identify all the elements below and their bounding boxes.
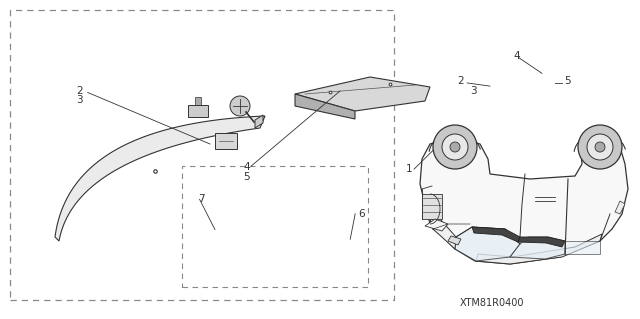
Circle shape [578, 125, 622, 169]
Circle shape [587, 134, 613, 160]
Text: 2: 2 [77, 86, 83, 96]
Polygon shape [448, 236, 461, 245]
Text: 4: 4 [243, 162, 250, 173]
Polygon shape [430, 211, 456, 249]
Bar [188, 105, 208, 117]
Polygon shape [420, 137, 628, 264]
Text: 7: 7 [198, 194, 205, 204]
Circle shape [442, 134, 468, 160]
Circle shape [230, 96, 250, 116]
Text: 2: 2 [458, 76, 464, 86]
Polygon shape [472, 227, 520, 242]
Circle shape [595, 142, 605, 152]
Bar [182, 166, 368, 287]
Polygon shape [565, 241, 600, 254]
Circle shape [450, 142, 460, 152]
Polygon shape [455, 227, 520, 261]
Polygon shape [295, 94, 355, 119]
Text: 6: 6 [358, 209, 365, 219]
Polygon shape [425, 219, 448, 231]
Text: 1: 1 [406, 164, 412, 174]
Circle shape [433, 125, 477, 169]
Polygon shape [518, 237, 565, 247]
Bar [422, 194, 442, 219]
Bar [215, 133, 237, 149]
Text: 3: 3 [77, 95, 83, 106]
Text: 5: 5 [564, 76, 571, 86]
Text: XTM81R0400: XTM81R0400 [460, 298, 524, 308]
Polygon shape [615, 201, 625, 214]
Bar [195, 97, 201, 105]
Text: 4: 4 [514, 51, 520, 61]
Polygon shape [295, 77, 430, 111]
Text: 5: 5 [243, 172, 250, 182]
Text: 3: 3 [470, 86, 477, 96]
Polygon shape [510, 237, 565, 259]
Polygon shape [55, 116, 265, 241]
Bar [10, 10, 394, 300]
Polygon shape [476, 234, 602, 264]
Polygon shape [255, 115, 263, 128]
